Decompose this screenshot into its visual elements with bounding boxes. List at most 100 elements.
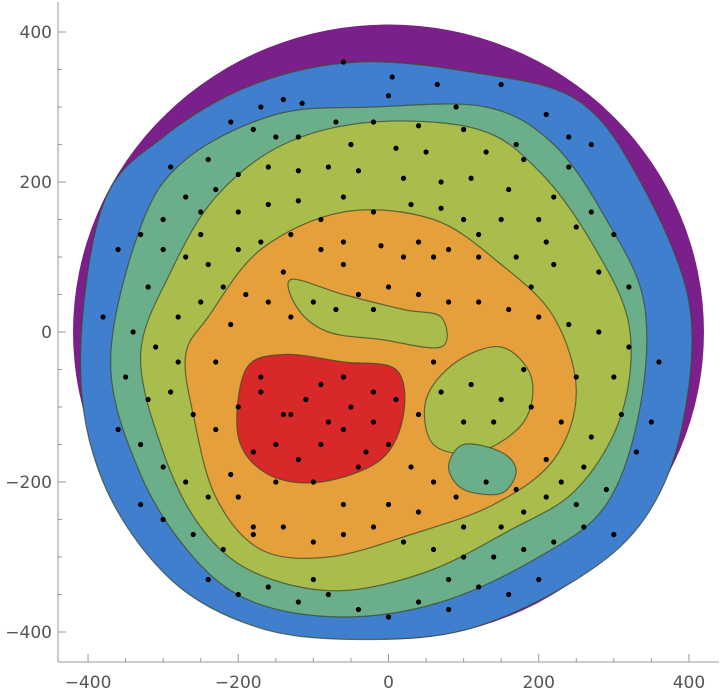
y-tick-label: 200 [20, 173, 52, 193]
data-point [310, 299, 316, 305]
data-point [175, 359, 181, 365]
data-point [498, 524, 504, 530]
data-point [288, 411, 294, 418]
data-point [656, 359, 662, 365]
data-point [183, 194, 189, 200]
data-point [168, 389, 174, 395]
data-point [536, 576, 542, 583]
data-point [228, 119, 234, 125]
data-point [385, 501, 392, 508]
data-point [461, 419, 467, 425]
data-point [430, 479, 437, 485]
data-point [498, 216, 504, 223]
data-point [235, 591, 241, 598]
data-point [265, 201, 271, 208]
data-point [438, 179, 444, 185]
data-point [213, 426, 219, 433]
data-point [198, 209, 204, 215]
x-tick-label: −200 [215, 673, 262, 693]
data-point [273, 441, 279, 448]
data-point [528, 404, 534, 410]
data-point [573, 374, 579, 380]
data-point [491, 419, 497, 425]
data-point [445, 576, 452, 583]
data-point [415, 509, 422, 515]
data-point [340, 426, 347, 433]
data-point [235, 404, 241, 410]
data-point [265, 299, 271, 305]
data-point [400, 175, 407, 181]
data-point [340, 531, 347, 538]
data-point [558, 419, 564, 425]
data-point [573, 224, 579, 230]
data-point [160, 516, 166, 523]
data-point [438, 205, 444, 211]
data-point [213, 359, 219, 365]
data-point [415, 123, 422, 129]
data-point [415, 291, 422, 298]
data-point [536, 314, 542, 320]
data-point [543, 111, 549, 118]
data-point [190, 531, 196, 538]
data-point [573, 501, 579, 508]
data-point [543, 456, 549, 463]
x-ticks: −400 −200 0 200 400 [65, 654, 705, 693]
data-point [513, 254, 519, 260]
data-point [295, 134, 301, 140]
data-point [513, 141, 519, 148]
data-point [355, 291, 362, 298]
data-point [250, 449, 256, 455]
data-point [521, 366, 527, 373]
contour-regions [73, 24, 704, 641]
data-point [235, 246, 241, 253]
data-point [445, 299, 452, 305]
data-point [453, 104, 459, 110]
data-point [588, 141, 594, 148]
data-point [280, 96, 286, 103]
data-point [273, 479, 279, 485]
data-point [145, 284, 151, 290]
data-point [325, 164, 332, 170]
data-point [461, 216, 467, 223]
data-point [280, 524, 286, 530]
data-point [175, 314, 181, 320]
data-point [265, 584, 271, 590]
data-point [115, 426, 121, 433]
x-tick-label: 200 [523, 673, 555, 693]
data-point [385, 284, 392, 290]
data-point [566, 134, 572, 140]
data-point [325, 591, 332, 598]
data-point [491, 554, 497, 560]
data-point [445, 246, 452, 253]
data-point [115, 246, 121, 253]
data-point [183, 254, 189, 260]
axes: −400 −200 0 200 400 −400 −200 0 200 400 [5, 2, 719, 693]
data-point [183, 479, 189, 485]
data-point [521, 509, 527, 515]
data-point [385, 441, 392, 448]
data-point [434, 81, 440, 88]
data-point [611, 231, 617, 238]
data-point [205, 576, 211, 583]
data-point [310, 479, 316, 485]
data-point [123, 374, 129, 380]
data-point [318, 381, 324, 388]
data-point [363, 449, 369, 455]
data-point [408, 464, 414, 470]
data-point [626, 284, 632, 290]
data-point [468, 381, 474, 388]
data-point [160, 246, 166, 253]
data-point [318, 216, 324, 223]
data-point [355, 464, 362, 470]
data-point [476, 584, 482, 590]
data-point [648, 419, 654, 425]
data-point [581, 524, 587, 530]
data-point [400, 254, 407, 260]
data-point [385, 93, 392, 99]
data-point [235, 494, 241, 500]
data-point [190, 411, 196, 418]
data-point [295, 599, 301, 605]
data-point [340, 194, 347, 200]
data-point [506, 306, 512, 313]
